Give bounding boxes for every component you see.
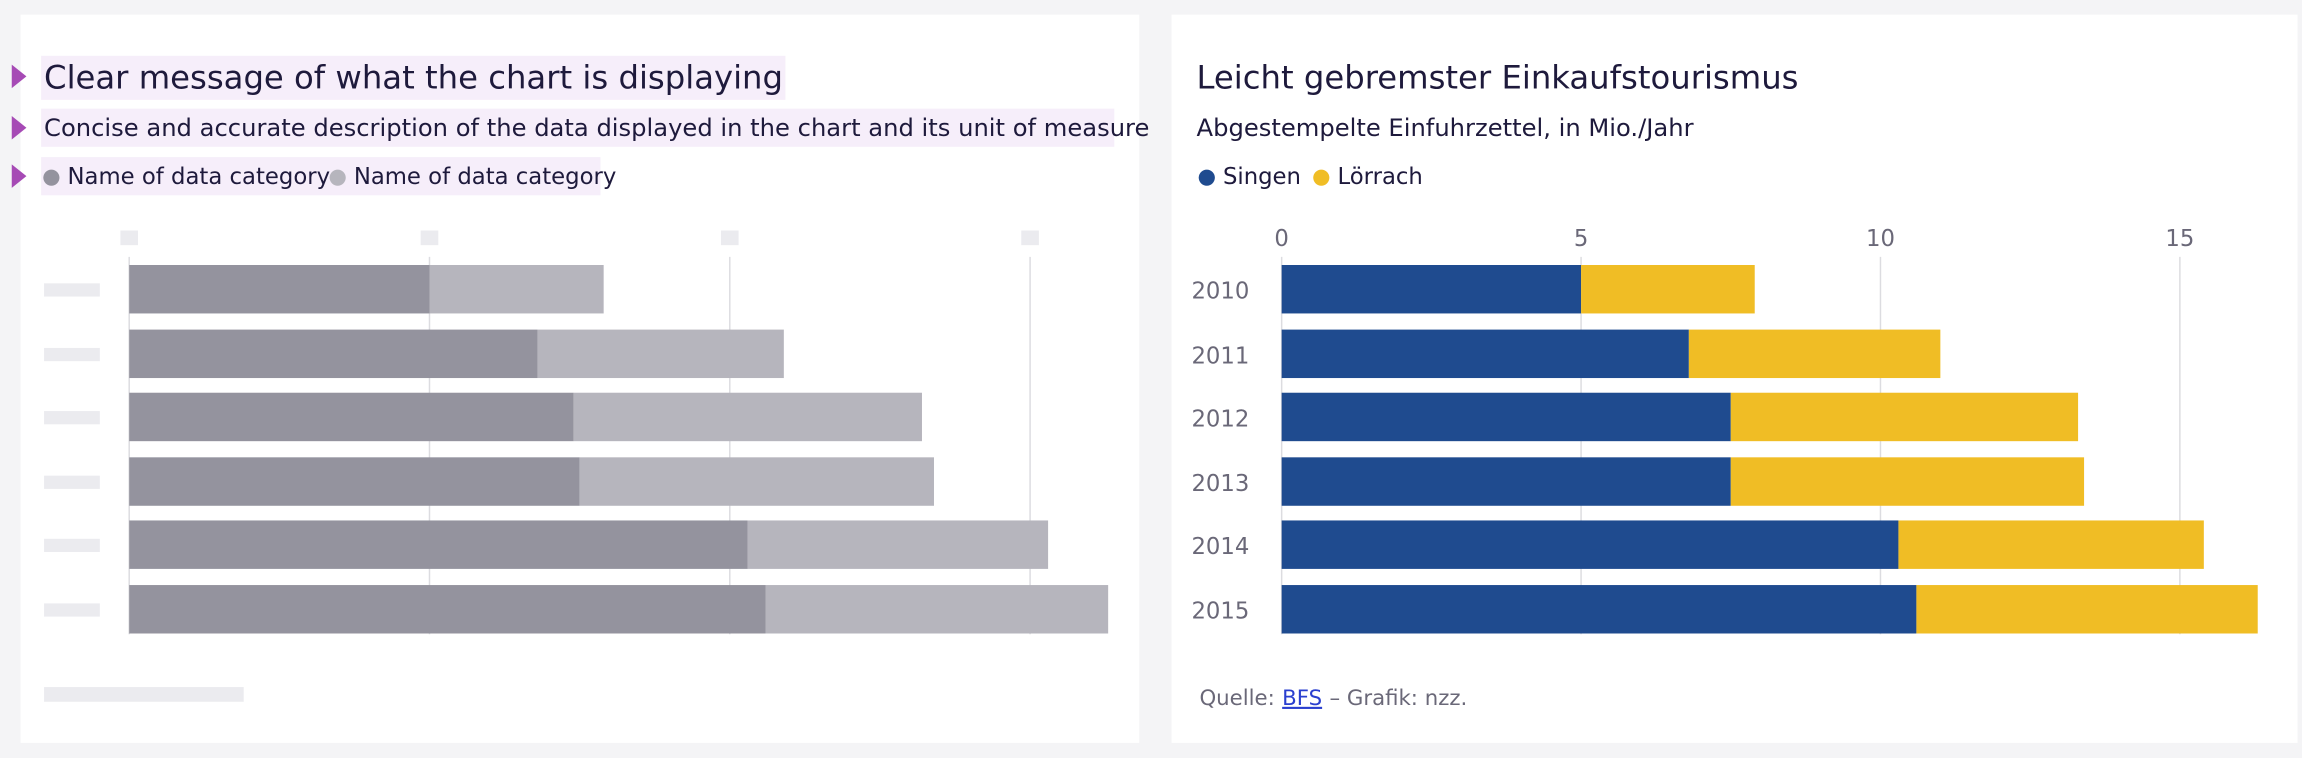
bar-segment	[429, 265, 604, 314]
category-placeholder	[44, 475, 100, 489]
footer-placeholder	[44, 687, 244, 702]
bar-segment	[1281, 520, 1899, 569]
source-label: Quelle:	[1199, 686, 1274, 711]
credit: – Grafik: nzz.	[1329, 686, 1467, 711]
legend-swatch	[329, 169, 346, 186]
bar-segment	[765, 585, 1109, 634]
bar-segment	[129, 265, 430, 314]
bar-segment	[1281, 329, 1689, 379]
marker-arrow	[11, 64, 27, 89]
bar-segment	[1730, 457, 2085, 506]
source-note: Quelle: BFS – Grafik: nzz.	[1199, 686, 1467, 711]
chart-title: Leicht gebremster Einkaufstourismus	[1197, 58, 1799, 96]
legend-swatch	[43, 169, 60, 186]
legend-label: Name of data category	[68, 164, 331, 190]
bar-segment	[1898, 520, 2204, 569]
marker-arrow	[11, 115, 27, 140]
marker-arrow	[11, 164, 27, 188]
chart-subtitle: Abgestempelte Einfuhrzettel, in Mio./Jah…	[1197, 114, 1694, 142]
y-tick-label: 2014	[1191, 534, 1249, 560]
x-tick-label: 5	[1574, 226, 1588, 252]
bar-segment	[537, 329, 784, 379]
bar-segment	[129, 392, 574, 442]
tick-placeholder	[720, 230, 739, 246]
bar-segment	[129, 585, 766, 634]
bar-segment	[1281, 457, 1731, 506]
bar-segment	[1281, 585, 1917, 634]
bar-segment	[573, 392, 922, 442]
x-tick-label: 15	[2165, 226, 2194, 252]
bar-segment	[1916, 585, 2258, 634]
bar-segment	[129, 520, 748, 569]
y-tick-label: 2012	[1191, 406, 1249, 432]
tick-placeholder	[1021, 230, 1039, 246]
tick-placeholder	[120, 230, 139, 246]
bar-segment	[747, 520, 1049, 569]
legend-swatch	[1313, 169, 1330, 186]
title-highlight	[41, 55, 786, 100]
bar-segment	[1730, 392, 2079, 442]
chart-title: Clear message of what the chart is displ…	[44, 58, 783, 96]
bar-segment	[1581, 265, 1755, 314]
y-tick-label: 2013	[1191, 471, 1249, 497]
bar-segment	[1281, 392, 1731, 442]
category-placeholder	[44, 347, 100, 362]
bar-segment	[579, 457, 934, 506]
category-placeholder	[44, 603, 100, 617]
bar-segment	[129, 457, 580, 506]
bar-segment	[129, 329, 538, 379]
x-tick-label: 0	[1274, 226, 1288, 252]
y-tick-label: 2010	[1191, 279, 1249, 305]
category-placeholder	[44, 411, 100, 425]
subtitle-highlight	[41, 108, 1115, 147]
x-tick-label: 10	[1866, 226, 1895, 252]
legend-label: Name of data category	[354, 164, 617, 190]
bar-segment	[1281, 265, 1582, 314]
source-link[interactable]: BFS	[1282, 686, 1322, 711]
bar-segment	[1688, 329, 1941, 379]
legend-label: Singen	[1223, 164, 1301, 190]
tick-placeholder	[420, 230, 439, 246]
y-tick-label: 2011	[1191, 343, 1249, 369]
category-placeholder	[44, 283, 100, 297]
y-tick-label: 2015	[1191, 599, 1249, 625]
chart-subtitle: Concise and accurate description of the …	[44, 114, 1149, 142]
legend-highlight	[41, 157, 601, 196]
legend-swatch	[1198, 169, 1215, 186]
legend-label: Lörrach	[1337, 164, 1422, 190]
category-placeholder	[44, 538, 100, 553]
